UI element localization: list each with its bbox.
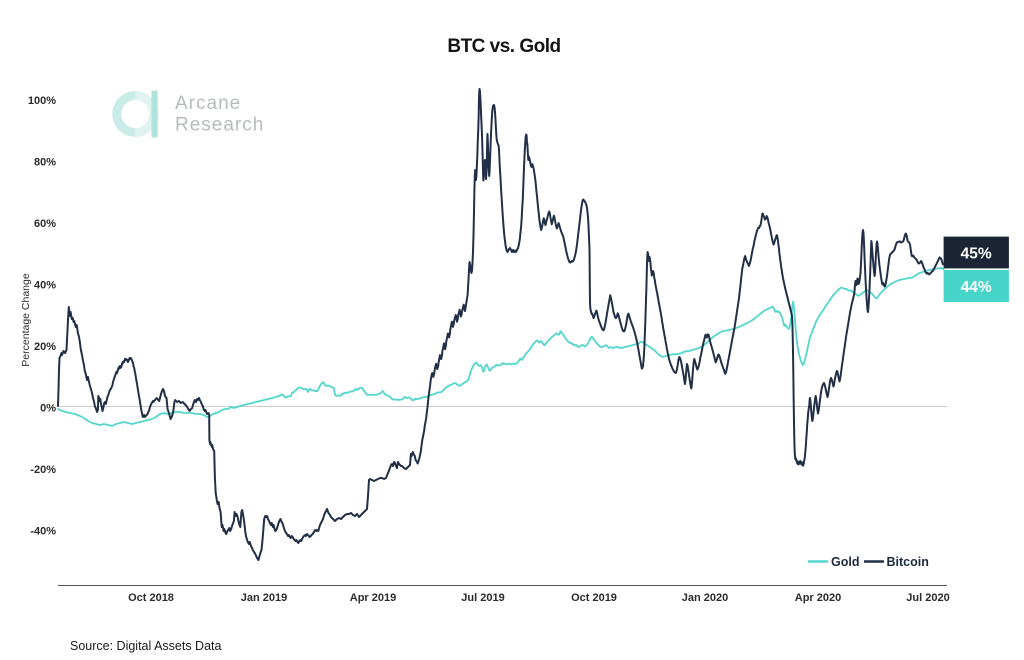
svg-text:Arcane: Arcane bbox=[175, 93, 241, 114]
svg-text:0%: 0% bbox=[40, 403, 56, 415]
svg-text:BTC vs. Gold: BTC vs. Gold bbox=[447, 36, 560, 57]
svg-text:Gold: Gold bbox=[831, 555, 859, 569]
svg-text:Jan 2019: Jan 2019 bbox=[241, 592, 287, 604]
svg-text:Apr 2019: Apr 2019 bbox=[350, 592, 396, 604]
svg-text:Jul 2019: Jul 2019 bbox=[461, 592, 504, 604]
svg-text:-20%: -20% bbox=[30, 464, 56, 476]
svg-text:40%: 40% bbox=[34, 280, 56, 292]
svg-text:Percentage Change: Percentage Change bbox=[20, 273, 32, 367]
svg-text:Source: Digital Assets Data: Source: Digital Assets Data bbox=[70, 639, 222, 653]
svg-text:100%: 100% bbox=[28, 95, 56, 107]
svg-text:Research: Research bbox=[175, 115, 264, 136]
svg-text:45%: 45% bbox=[961, 246, 992, 263]
svg-text:Jul 2020: Jul 2020 bbox=[906, 592, 949, 604]
svg-text:-40%: -40% bbox=[30, 526, 56, 538]
svg-text:80%: 80% bbox=[34, 157, 56, 169]
svg-text:Oct 2018: Oct 2018 bbox=[128, 592, 174, 604]
svg-text:Apr 2020: Apr 2020 bbox=[795, 592, 841, 604]
svg-text:Oct 2019: Oct 2019 bbox=[571, 592, 617, 604]
svg-text:44%: 44% bbox=[961, 279, 992, 296]
svg-text:Jan 2020: Jan 2020 bbox=[682, 592, 728, 604]
svg-text:60%: 60% bbox=[34, 218, 56, 230]
svg-text:Bitcoin: Bitcoin bbox=[887, 555, 929, 569]
svg-text:20%: 20% bbox=[34, 341, 56, 353]
